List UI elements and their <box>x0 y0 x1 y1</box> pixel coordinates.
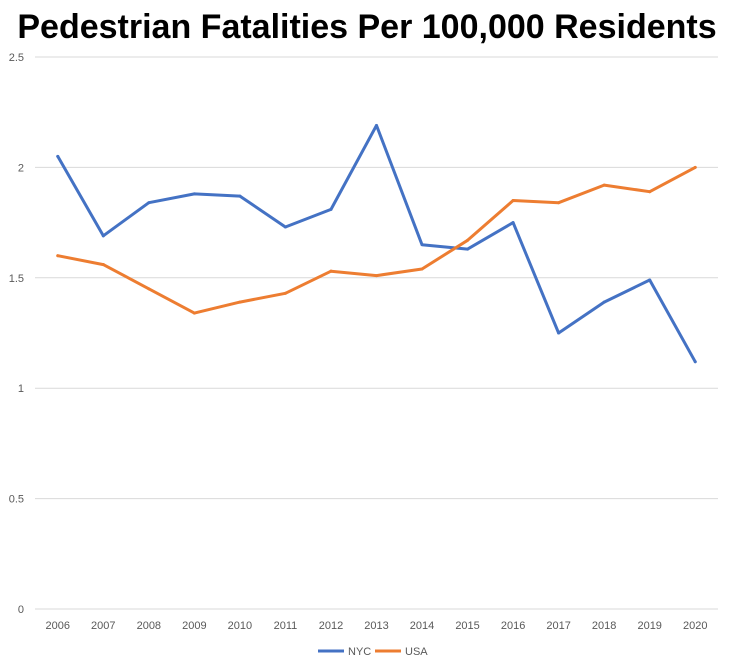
data-point-usa <box>648 190 652 194</box>
data-point-usa <box>466 238 470 242</box>
y-tick-label: 2.5 <box>9 52 24 64</box>
series-lines <box>56 123 697 364</box>
y-tick-label: 0.5 <box>9 494 24 506</box>
x-tick-label: 2018 <box>592 620 616 632</box>
x-tick-label: 2006 <box>46 620 70 632</box>
legend-label-usa: USA <box>405 646 428 658</box>
x-tick-label: 2020 <box>683 620 707 632</box>
data-point-usa <box>101 263 105 267</box>
x-tick-label: 2007 <box>91 620 115 632</box>
x-tick-label: 2008 <box>137 620 161 632</box>
x-tick-label: 2016 <box>501 620 525 632</box>
data-point-nyc <box>375 123 378 127</box>
data-point-usa <box>192 311 196 315</box>
x-tick-label: 2009 <box>182 620 206 632</box>
data-point-usa <box>602 183 606 187</box>
data-point-nyc <box>238 194 242 198</box>
data-point-nyc <box>56 154 60 158</box>
x-tick-label: 2012 <box>319 620 343 632</box>
data-point-nyc <box>602 300 606 304</box>
data-point-usa <box>693 165 697 169</box>
data-point-usa <box>511 199 515 203</box>
data-point-usa <box>238 300 242 304</box>
x-tick-label: 2017 <box>546 620 570 632</box>
chart-title: Pedestrian Fatalities Per 100,000 Reside… <box>17 8 716 46</box>
data-point-nyc <box>420 243 424 247</box>
data-point-usa <box>329 269 333 273</box>
data-point-nyc <box>466 247 470 251</box>
y-tick-label: 2 <box>18 162 24 174</box>
data-point-nyc <box>329 207 333 211</box>
x-tick-label: 2014 <box>410 620 434 632</box>
data-point-nyc <box>557 331 561 335</box>
x-axis-tick-labels: 2006 2007 2008 2009 2010 2011 2012 2013 2014 2015… <box>46 620 708 632</box>
y-axis-tick-labels: 0 0.5 1 1.5 2 2.5 <box>9 52 24 616</box>
y-tick-label: 1 <box>18 383 24 395</box>
y-tick-label: 0 <box>18 604 24 616</box>
x-tick-label: 2019 <box>637 620 661 632</box>
data-point-nyc <box>101 234 105 238</box>
x-tick-label: 2013 <box>364 620 388 632</box>
data-point-usa <box>375 274 378 278</box>
legend: NYC USA <box>318 646 428 658</box>
data-point-usa <box>56 254 60 258</box>
data-point-nyc <box>192 192 196 196</box>
y-tick-label: 1.5 <box>9 273 24 285</box>
legend-label-nyc: NYC <box>348 646 371 658</box>
data-point-nyc <box>283 225 287 229</box>
x-tick-label: 2010 <box>228 620 252 632</box>
x-tick-label: 2011 <box>274 620 298 632</box>
data-point-usa <box>147 287 151 291</box>
data-point-nyc <box>693 360 697 364</box>
x-tick-label: 2015 <box>455 620 479 632</box>
data-point-usa <box>283 291 287 295</box>
data-point-usa <box>420 267 424 271</box>
gridlines <box>35 56 718 610</box>
data-point-nyc <box>511 221 515 225</box>
data-point-usa <box>557 201 561 205</box>
data-point-nyc <box>648 278 652 282</box>
data-point-nyc <box>147 201 151 205</box>
